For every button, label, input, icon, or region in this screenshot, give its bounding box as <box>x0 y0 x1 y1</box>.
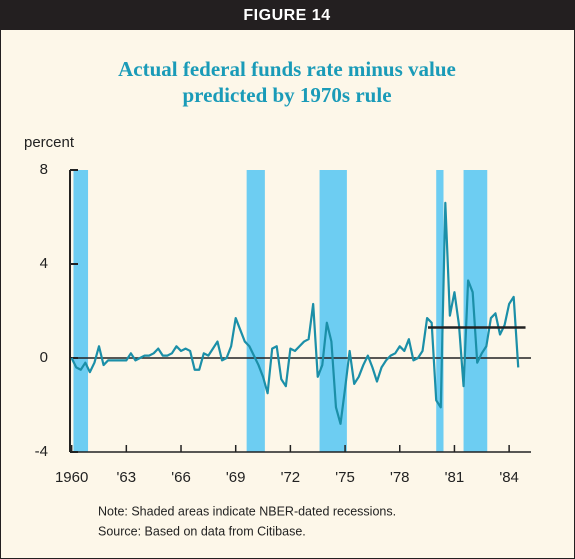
header-bar <box>0 0 575 30</box>
y-axis-label: percent <box>24 134 75 151</box>
x-tick-label: 1960 <box>55 469 88 486</box>
data-line <box>70 201 520 425</box>
recession-band <box>246 170 265 452</box>
figure-label: FIGURE 14 <box>243 7 330 24</box>
y-tick-label: 8 <box>40 161 48 178</box>
note: Source: Based on data from Citibase. <box>98 524 306 538</box>
x-tick-label: '78 <box>390 469 410 486</box>
recession-band <box>463 170 488 452</box>
x-tick-label: '66 <box>171 469 191 486</box>
x-tick-label: '75 <box>335 469 355 486</box>
y-tick-label: 0 <box>40 349 48 366</box>
x-tick-label: '84 <box>499 469 519 486</box>
y-tick-label: 4 <box>40 255 48 272</box>
x-tick-label: '69 <box>226 469 246 486</box>
chart-title: Actual federal funds rate minus value <box>118 57 456 81</box>
x-tick-label: '81 <box>445 469 465 486</box>
note: Note: Shaded areas indicate NBER-dated r… <box>98 504 396 518</box>
x-tick-label: '72 <box>281 469 301 486</box>
recession-band <box>73 170 89 452</box>
x-tick-label: '63 <box>117 469 137 486</box>
chart-title: predicted by 1970s rule <box>182 83 391 107</box>
recession-band <box>436 170 444 452</box>
y-tick-label: -4 <box>35 443 48 460</box>
